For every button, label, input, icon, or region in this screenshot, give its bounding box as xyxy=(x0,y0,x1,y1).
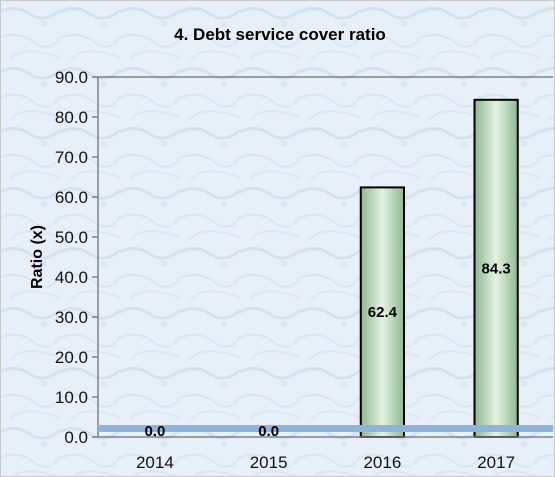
y-tick-label: 90.0 xyxy=(55,68,88,87)
bar-group xyxy=(359,98,519,439)
baseline-band xyxy=(98,425,553,432)
x-axis-ticks: 2014 2015 2016 2017 xyxy=(136,453,515,472)
data-label-2015: 0.0 xyxy=(258,423,279,440)
y-tick-label: 10.0 xyxy=(55,388,88,407)
data-label-group: 0.0 0.0 62.4 84.3 xyxy=(144,260,510,440)
x-tick-label: 2014 xyxy=(136,453,174,472)
y-tick-label: 80.0 xyxy=(55,108,88,127)
data-label-2017: 84.3 xyxy=(482,260,511,277)
data-label-2016: 62.4 xyxy=(368,304,398,321)
y-tick-label: 20.0 xyxy=(55,348,88,367)
x-tick-label: 2016 xyxy=(363,453,401,472)
data-label-2014: 0.0 xyxy=(144,423,165,440)
chart-title: 4. Debt service cover ratio xyxy=(174,25,386,44)
x-tick-label: 2015 xyxy=(250,453,288,472)
y-tick-label: 0.0 xyxy=(64,428,88,447)
y-tick-label: 40.0 xyxy=(55,268,88,287)
y-tick-label: 70.0 xyxy=(55,148,88,167)
y-axis-ticks: 0.0 10.0 20.0 30.0 40.0 50.0 60.0 70.0 80.0 90.0 xyxy=(55,68,98,447)
y-tick-label: 50.0 xyxy=(55,228,88,247)
y-tick-label: 60.0 xyxy=(55,188,88,207)
bar-2016 xyxy=(359,186,405,438)
y-axis-title: Ratio (x) xyxy=(29,225,46,289)
bar-2017 xyxy=(473,98,519,439)
y-tick-label: 30.0 xyxy=(55,308,88,327)
x-tick-label: 2017 xyxy=(477,453,515,472)
